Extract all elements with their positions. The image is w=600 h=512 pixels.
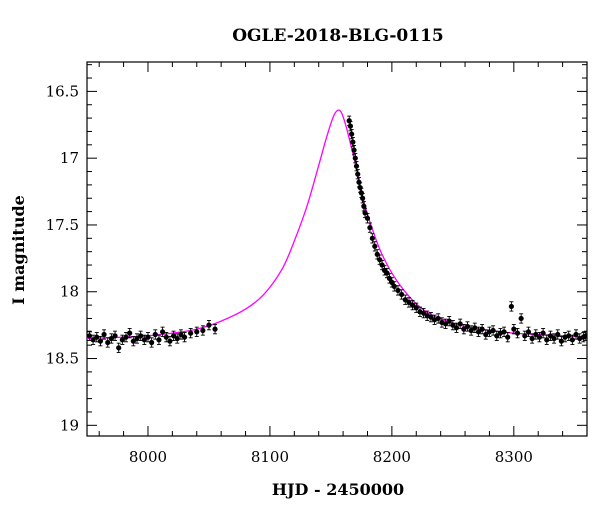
data-point: [170, 330, 177, 341]
data-point: [97, 336, 104, 347]
data-point: [367, 222, 373, 233]
data-point: [402, 294, 408, 305]
data-point: [174, 333, 180, 344]
data-point: [116, 342, 122, 353]
data-point: [551, 333, 557, 344]
data-point: [94, 332, 100, 343]
data-point: [472, 322, 478, 333]
data-point: [483, 329, 489, 340]
y-tick-label-2: 17.5: [46, 216, 79, 234]
data-point: [464, 321, 471, 332]
data-point: [558, 336, 564, 347]
data-point: [475, 326, 482, 337]
data-point: [87, 330, 93, 341]
data-point: [566, 330, 572, 341]
data-points: [87, 115, 587, 353]
data-point: [178, 329, 184, 340]
data-point: [167, 336, 173, 347]
data-point: [508, 301, 514, 312]
data-point: [417, 306, 423, 317]
data-point: [372, 241, 378, 252]
data-point: [90, 334, 96, 345]
data-point: [119, 334, 125, 345]
data-point: [127, 328, 133, 339]
data-point: [525, 326, 532, 337]
data-point: [501, 326, 507, 337]
y-tick-label-0: 16.5: [46, 82, 79, 100]
data-point: [461, 324, 467, 335]
data-point: [435, 313, 441, 324]
data-point: [206, 320, 212, 331]
data-point: [494, 330, 500, 341]
data-point: [123, 332, 129, 343]
data-point: [138, 330, 144, 341]
data-point: [450, 320, 456, 331]
data-point: [149, 337, 155, 348]
x-axis-label: HJD - 2450000: [272, 480, 404, 499]
data-point: [377, 254, 383, 265]
data-point: [105, 337, 111, 348]
tick-labels: 8000 8100 8200 8300 16.5 17 17.5 18 18.5 19: [46, 82, 533, 466]
data-point: [108, 333, 114, 344]
data-point: [130, 336, 136, 347]
data-point: [505, 332, 511, 343]
axis-ticks: [87, 62, 588, 436]
data-point: [428, 311, 434, 323]
y-tick-label-3: 18: [60, 283, 79, 301]
data-point: [134, 333, 140, 344]
data-point: [468, 325, 474, 336]
plot-frame: [86, 61, 588, 437]
y-axis-label: I magnitude: [9, 195, 28, 305]
data-point: [544, 334, 550, 345]
x-tick-label-1: 8100: [251, 448, 289, 466]
data-point: [420, 307, 427, 319]
data-point: [583, 330, 587, 341]
data-point: [112, 330, 118, 341]
data-point: [212, 324, 218, 335]
data-point: [540, 328, 546, 339]
data-point: [101, 329, 107, 340]
data-point: [533, 329, 539, 340]
x-tick-label-0: 8000: [129, 448, 167, 466]
data-point: [156, 334, 162, 345]
data-point: [406, 297, 412, 308]
x-tick-label-2: 8200: [373, 448, 411, 466]
data-point: [547, 330, 554, 341]
x-tick-label-3: 8300: [495, 448, 533, 466]
data-point: [200, 325, 206, 336]
data-point: [369, 233, 375, 244]
y-tick-label-4: 18.5: [46, 350, 79, 368]
data-point: [163, 332, 169, 343]
data-point: [514, 328, 521, 339]
chart-title: OGLE-2018-BLG-0115: [232, 26, 444, 46]
data-point: [194, 326, 200, 337]
y-tick-label-5: 19: [60, 416, 79, 434]
data-point: [573, 329, 579, 340]
data-point: [188, 328, 194, 339]
y-tick-label-1: 17: [60, 149, 79, 167]
data-point: [141, 334, 147, 345]
data-point: [395, 285, 401, 296]
data-point: [518, 313, 524, 324]
data-point: [181, 332, 188, 343]
data-point: [479, 324, 485, 335]
data-point: [442, 318, 449, 329]
data-point: [555, 329, 561, 340]
data-point: [410, 299, 416, 311]
